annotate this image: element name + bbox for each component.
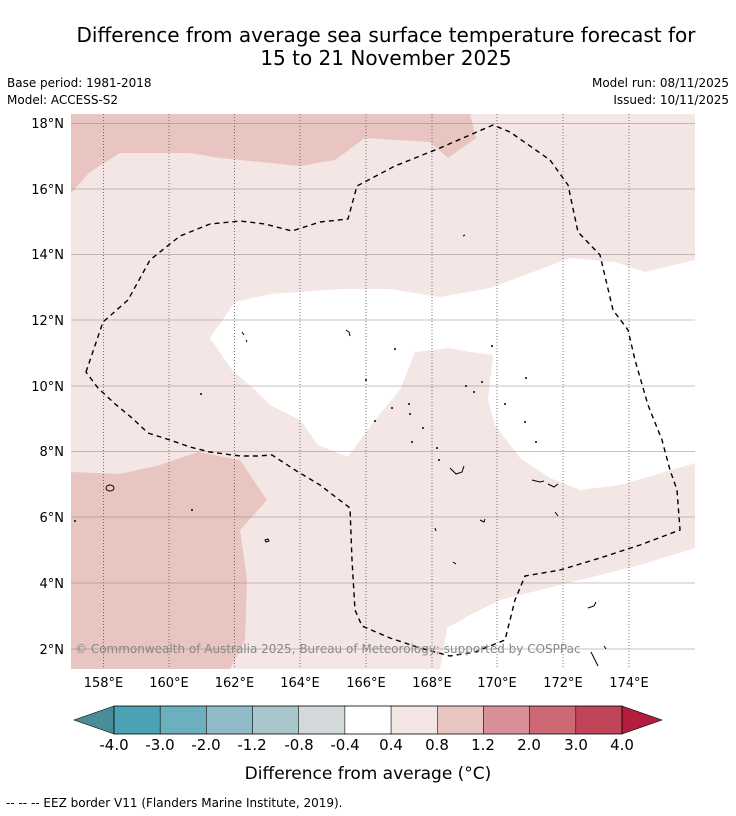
- colorbar-label: -0.8: [284, 736, 314, 754]
- colorbar-cell: [206, 705, 253, 735]
- eez-footnote: -- -- -- EEZ border V11 (Flanders Marine…: [6, 796, 343, 810]
- colorbar-label: -3.0: [145, 736, 175, 754]
- colorbar-label: 3.0: [564, 736, 588, 754]
- latitude-lines: [71, 123, 695, 650]
- lat-tick-label: 16°N: [31, 183, 64, 198]
- colorbar-label: 2.0: [517, 736, 541, 754]
- lat-tick-label: 4°N: [40, 577, 65, 592]
- lat-tick-label: 2°N: [40, 643, 65, 658]
- anomaly-band-0-8-1-2-north: [71, 114, 476, 193]
- colorbar-cell: [483, 705, 530, 735]
- colorbar-label: 0.4: [379, 736, 403, 754]
- colorbar-label: 4.0: [610, 736, 634, 754]
- colorbar-cell: [298, 705, 346, 735]
- lat-tick-label: 8°N: [40, 445, 65, 460]
- colorbar-cell: [575, 705, 623, 735]
- lat-tick-label: 10°N: [31, 380, 64, 395]
- lon-tick-label: 174°E: [609, 676, 649, 691]
- lat-tick-label: 18°N: [31, 117, 64, 132]
- graticule: [103, 114, 630, 669]
- colorbar-label: 0.8: [425, 736, 449, 754]
- lat-tick-label: 12°N: [31, 314, 64, 329]
- model-run: Model run: 08/11/2025: [591, 76, 729, 90]
- anomaly-band-0-8-1-2-southwest: [71, 452, 267, 669]
- lon-tick-label: 164°E: [280, 676, 320, 691]
- lon-tick-label: 158°E: [84, 676, 124, 691]
- base-period: Base period: 1981-2018: [7, 76, 152, 90]
- lon-tick-label: 166°E: [346, 676, 386, 691]
- colorbar-cell: [529, 705, 577, 735]
- colorbar-extend-low: [73, 705, 115, 735]
- colorbar-extend-high: [621, 705, 663, 735]
- colorbar-label: -1.2: [237, 736, 267, 754]
- colorbar-cell: [437, 705, 484, 735]
- small-islets: [74, 345, 537, 522]
- lon-tick-label: 168°E: [412, 676, 452, 691]
- copyright-notice: © Commonwealth of Australia 2025, Bureau…: [75, 642, 581, 656]
- lon-tick-label: 170°E: [477, 676, 517, 691]
- lat-tick-label: 14°N: [31, 248, 64, 263]
- title-line-1: Difference from average sea surface temp…: [76, 23, 696, 47]
- colorbar-cell: [113, 705, 161, 735]
- model-name: Model: ACCESS-S2: [7, 93, 119, 107]
- issued-date: Issued: 10/11/2025: [613, 93, 729, 107]
- colorbar-cell: [252, 705, 299, 735]
- colorbar-title: Difference from average (°C): [244, 764, 492, 784]
- colorbar-cell: [344, 705, 392, 735]
- lon-tick-label: 162°E: [215, 676, 255, 691]
- islands: [105, 234, 607, 667]
- colorbar-label: -2.0: [191, 736, 221, 754]
- title-line-2: 15 to 21 November 2025: [260, 46, 512, 70]
- sst-map: © Commonwealth of Australia 2025, Bureau…: [71, 114, 695, 669]
- colorbar-cell: [159, 705, 207, 735]
- anomaly-band-neutral-southeast: [440, 548, 695, 669]
- lon-tick-label: 160°E: [149, 676, 189, 691]
- anomaly-band-neutral-central: [210, 258, 695, 490]
- lat-tick-label: 6°N: [40, 511, 65, 526]
- colorbar-cell: [390, 705, 438, 735]
- colorbar-label: -0.4: [330, 736, 360, 754]
- colorbar-label: -4.0: [99, 736, 129, 754]
- longitude-tick-labels: 158°E 160°E 162°E 164°E 166°E 168°E 170°…: [84, 676, 649, 691]
- eez-border: [85, 124, 681, 657]
- latitude-tick-labels: 18°N 16°N 14°N 12°N 10°N 8°N 6°N 4°N 2°N: [31, 117, 64, 658]
- colorbar-label: 1.2: [471, 736, 495, 754]
- colorbar: [73, 705, 663, 735]
- lon-tick-label: 172°E: [543, 676, 583, 691]
